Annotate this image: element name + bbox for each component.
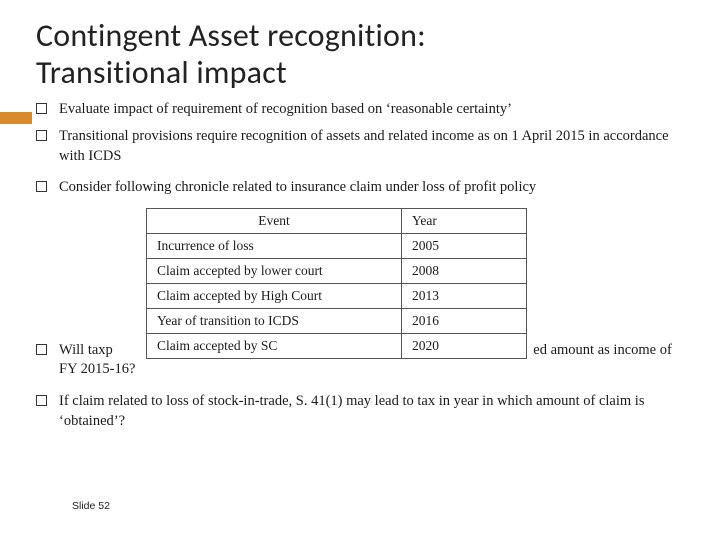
bullet-marker-icon <box>36 181 47 192</box>
bullet-text: Consider following chronicle related to … <box>59 178 684 198</box>
title-line-2: Transitional impact <box>36 53 287 92</box>
event-table-wrap: Event Year Incurrence of loss 2005 Claim… <box>146 208 684 359</box>
accent-bar <box>0 112 32 124</box>
bullet-text: Will taxpxxxxxxxxxxxxxxxxxxxxxxxxxxxxxxx… <box>59 341 684 380</box>
bullet-marker-icon <box>36 395 47 406</box>
cell-year: 2013 <box>402 283 527 308</box>
cell-year: 2016 <box>402 308 527 333</box>
cell-year: 2008 <box>402 258 527 283</box>
bullet-text: If claim related to loss of stock-in-tra… <box>59 392 684 431</box>
cell-event: Year of transition to ICDS <box>147 308 402 333</box>
col-header-year: Year <box>402 208 527 233</box>
bullet-item: If claim related to loss of stock-in-tra… <box>36 392 684 431</box>
cell-event: Incurrence of loss <box>147 233 402 258</box>
bullet-text: Evaluate impact of requirement of recogn… <box>59 100 684 120</box>
cell-year: 2005 <box>402 233 527 258</box>
bullet-marker-icon <box>36 103 47 114</box>
table-row: Claim accepted by High Court 2013 <box>147 283 527 308</box>
table-row: Year of transition to ICDS 2016 <box>147 308 527 333</box>
bullet-text-post: ed amount as income of FY 2015-16? <box>59 342 672 378</box>
event-table: Event Year Incurrence of loss 2005 Claim… <box>146 208 527 359</box>
slide: Contingent Asset recognition: Transition… <box>0 0 720 540</box>
bullet-marker-icon <box>36 130 47 141</box>
bullet-item: Transitional provisions require recognit… <box>36 127 684 166</box>
table-row: Incurrence of loss 2005 <box>147 233 527 258</box>
cell-event: Claim accepted by High Court <box>147 283 402 308</box>
bullet-item: Consider following chronicle related to … <box>36 178 684 198</box>
title-line-1: Contingent Asset recognition: <box>36 16 426 55</box>
slide-title: Contingent Asset recognition: Transition… <box>36 18 684 92</box>
table-row: Claim accepted by lower court 2008 <box>147 258 527 283</box>
bullet-marker-icon <box>36 344 47 355</box>
slide-number: Slide 52 <box>72 500 110 512</box>
col-header-event: Event <box>147 208 402 233</box>
bullet-text-pre: Will taxp <box>59 342 113 358</box>
bullet-text: Transitional provisions require recognit… <box>59 127 684 166</box>
bullet-item: Will taxpxxxxxxxxxxxxxxxxxxxxxxxxxxxxxxx… <box>36 341 684 380</box>
cell-event: Claim accepted by lower court <box>147 258 402 283</box>
bullet-item: Evaluate impact of requirement of recogn… <box>36 100 684 120</box>
bullet-list: Evaluate impact of requirement of recogn… <box>36 100 684 432</box>
table-header-row: Event Year <box>147 208 527 233</box>
